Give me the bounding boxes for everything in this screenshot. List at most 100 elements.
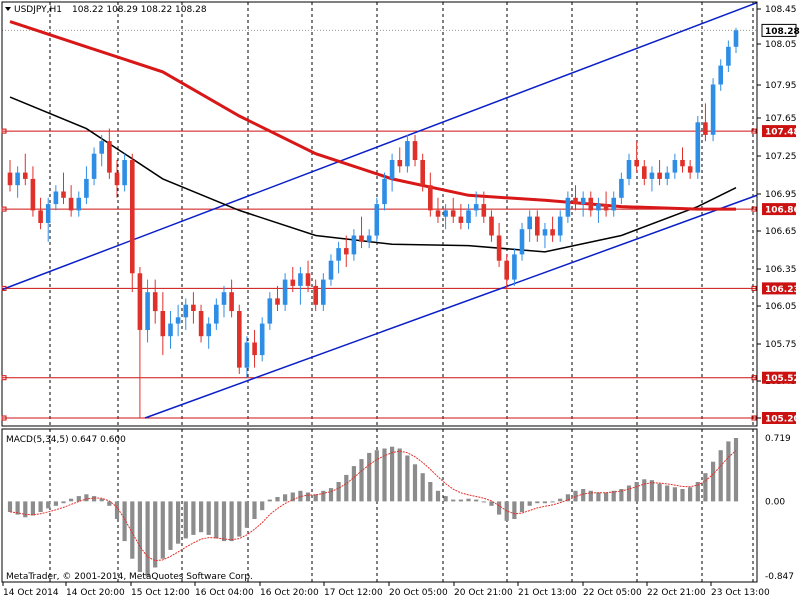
macd-histogram-bar xyxy=(527,501,532,506)
candle-body xyxy=(30,178,36,211)
time-axis: 14 Oct 2014 14 Oct 20:00 15 Oct 12:00 16 Oc… xyxy=(2,582,770,598)
candle-body xyxy=(466,210,471,223)
macd-histogram-bar xyxy=(84,494,89,502)
channel-upper-line xyxy=(1,2,758,291)
macd-histogram-bar xyxy=(458,499,463,502)
price-axis-label: 107.65 xyxy=(765,114,797,124)
macd-histogram-bar xyxy=(367,452,372,502)
candle-body xyxy=(290,279,296,286)
candle-body xyxy=(259,323,265,356)
macd-histogram-bar xyxy=(726,441,731,502)
macd-histogram-bar xyxy=(512,501,517,519)
price-axis-label: 106.05 xyxy=(765,302,797,312)
candle-body xyxy=(61,191,66,198)
macd-pane-frame xyxy=(1,428,758,583)
candle-body xyxy=(672,160,678,173)
candle-body xyxy=(496,235,502,261)
level-tag-text: 105.52 xyxy=(765,374,800,384)
candle-body xyxy=(473,204,479,211)
macd-histogram-bar xyxy=(466,498,471,502)
candle-body xyxy=(405,141,410,167)
macd-histogram-bar xyxy=(176,501,181,544)
horizontal-levels xyxy=(2,29,757,419)
candle-body xyxy=(412,141,418,160)
price-axis-label: 107.95 xyxy=(765,81,797,91)
macd-histogram-bar xyxy=(153,501,158,568)
macd-histogram-bar xyxy=(718,450,723,502)
macd-histogram-bar xyxy=(481,501,486,503)
candle-body xyxy=(596,204,601,211)
macd-histogram-bar xyxy=(191,501,196,535)
candle-body xyxy=(160,311,166,337)
macd-histogram-bar xyxy=(573,490,578,502)
time-axis-label: 14 Oct 2014 xyxy=(3,588,59,598)
candle-body xyxy=(718,65,723,85)
candle-body xyxy=(275,298,280,305)
time-axis-label: 20 Oct 21:00 xyxy=(454,588,513,598)
level-tag xyxy=(762,203,796,216)
candle-body xyxy=(634,160,639,167)
candle-body xyxy=(450,210,456,217)
candle-body xyxy=(282,279,288,305)
macd-histogram-bar xyxy=(114,501,120,519)
candle-body xyxy=(481,204,487,217)
candle-body xyxy=(38,210,43,223)
level-anchor-marker xyxy=(751,285,757,291)
macd-histogram-bar xyxy=(359,459,364,502)
channel-lower-line xyxy=(144,194,758,419)
price-axis-label: 106.65 xyxy=(765,227,797,237)
level-tag-text: 105.20 xyxy=(765,415,800,425)
macd-histogram-bar xyxy=(145,501,150,577)
candle-body xyxy=(489,216,494,236)
macd-histogram-bar xyxy=(260,501,265,511)
macd-histogram-bar xyxy=(252,501,257,519)
candle-body xyxy=(328,260,334,280)
candle-body xyxy=(550,229,555,236)
macd-signal-line xyxy=(9,450,737,562)
candle-body xyxy=(221,292,227,305)
macd-histogram-bar xyxy=(474,499,479,502)
candle-body xyxy=(733,30,739,47)
candle-body xyxy=(397,160,403,167)
candle-body xyxy=(84,178,89,198)
macd-histogram-bar xyxy=(283,494,288,502)
caret-down-icon[interactable] xyxy=(5,7,11,11)
macd-histogram-bar xyxy=(206,501,211,535)
macd-histogram-bar xyxy=(221,501,227,542)
level-anchor-marker xyxy=(1,415,7,421)
candle-body xyxy=(91,153,97,179)
price-axis-label: 106.95 xyxy=(765,190,797,200)
candle-body xyxy=(512,254,517,280)
candle-body xyxy=(389,160,395,179)
level-tag-text: 106.23 xyxy=(765,285,800,295)
time-axis-label: 22 Oct 21:00 xyxy=(647,588,706,598)
macd-histogram-bar xyxy=(61,501,66,504)
macd-histogram-bar xyxy=(703,473,708,502)
candle-body xyxy=(649,172,655,179)
macd-axis-label: -0.847 xyxy=(765,572,794,582)
candle-body xyxy=(428,185,433,211)
macd-histogram-bar xyxy=(435,490,441,502)
candle-body xyxy=(305,273,311,286)
candle-body xyxy=(168,323,173,337)
candle-body xyxy=(687,166,693,173)
macd-histogram-bar xyxy=(688,487,693,502)
level-anchor-marker xyxy=(1,206,7,212)
current-price-tag xyxy=(761,23,797,37)
candle-body xyxy=(244,342,250,368)
macd-histogram-bar xyxy=(550,501,555,503)
candle-body xyxy=(580,197,586,205)
candle-body xyxy=(152,292,158,312)
macd-histogram-bar xyxy=(397,448,402,502)
macd-histogram-bar xyxy=(237,501,242,537)
macd-histogram-bar xyxy=(38,501,43,512)
macd-histogram-bar xyxy=(420,473,425,502)
macd-histogram-bar xyxy=(46,501,51,509)
candle-body xyxy=(313,285,318,305)
macd-histogram-bar xyxy=(30,501,35,516)
macd-histogram-bar xyxy=(626,485,632,502)
price-axis-label: 108.05 xyxy=(765,40,797,50)
macd-histogram-bar xyxy=(69,498,74,502)
macd-histogram-bar xyxy=(183,501,188,539)
